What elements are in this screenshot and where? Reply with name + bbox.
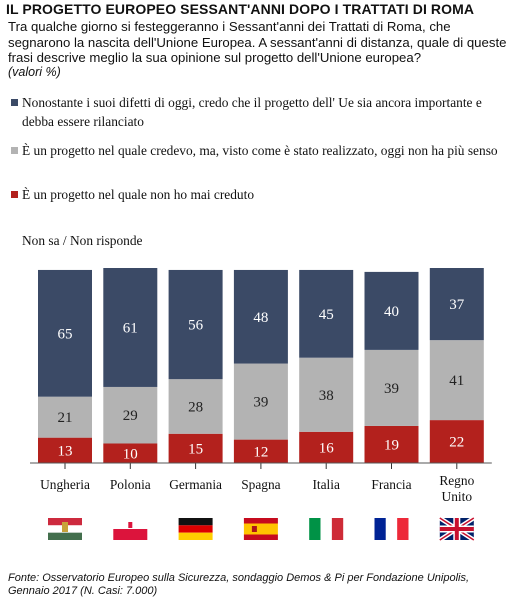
spain-flag-icon (243, 518, 278, 540)
legend-item-mai-creduto: È un progetto nel quale non ho mai credu… (11, 185, 512, 204)
bar-label-rilanciato-regno-unito: 37 (449, 297, 465, 313)
bar-label-rilanciato-spagna: 48 (253, 310, 268, 326)
bar-rilanciato-italia (299, 269, 354, 358)
unit-note: (valori %) (8, 65, 61, 79)
bar-label-mai_creduto-polonia: 10 (123, 446, 138, 462)
category-label-spagna: Spagna (241, 477, 280, 492)
bar-rilanciato-germania (168, 269, 223, 380)
bar-label-rilanciato-francia: 40 (384, 304, 399, 320)
bar-label-non_ha_senso-polonia: 29 (123, 408, 138, 424)
category-label-germania: Germania (169, 477, 222, 492)
bar-non_ha_senso-italia (299, 357, 354, 432)
bar-mai_creduto-germania (168, 433, 223, 463)
bar-mai_creduto-spagna (233, 439, 288, 463)
bar-non_ha_senso-ungheria (38, 396, 92, 438)
bar-non_ha_senso-francia (364, 349, 419, 426)
category-label-ungheria: Ungheria (40, 477, 90, 492)
legend-swatch-mai-creduto (11, 191, 18, 198)
chart-title: IL PROGETTO EUROPEO SESSANT'ANNI DOPO I … (6, 1, 475, 17)
bar-label-mai_creduto-regno-unito: 22 (449, 435, 464, 451)
bar-label-mai_creduto-francia: 19 (384, 437, 399, 453)
italy-flag-icon (309, 518, 344, 540)
legend-label-mai-creduto: È un progetto nel quale non ho mai credu… (22, 187, 255, 202)
hungary-flag-icon (48, 518, 82, 540)
legend-swatch-rilanciato (11, 99, 18, 106)
poland-flag-icon (113, 518, 148, 540)
bar-label-non_ha_senso-regno-unito: 41 (449, 373, 464, 389)
bar-label-mai_creduto-italia: 16 (319, 440, 335, 456)
bar-label-non_ha_senso-italia: 38 (319, 388, 334, 404)
category-label-regno-unito-0: Regno (439, 473, 474, 488)
bar-rilanciato-polonia (103, 268, 158, 387)
category-label-polonia: Polonia (110, 477, 151, 492)
bar-rilanciato-regno-unito (429, 268, 484, 341)
bar-label-mai_creduto-germania: 15 (188, 441, 203, 457)
legend-item-rilanciato: Nonostante i suoi difetti di oggi, credo… (11, 93, 512, 131)
bar-non_ha_senso-spagna (233, 363, 288, 440)
bar-label-rilanciato-polonia: 61 (123, 320, 138, 336)
bar-label-non_ha_senso-ungheria: 21 (58, 410, 73, 426)
bar-non_ha_senso-germania (168, 379, 223, 434)
bar-non_ha_senso-regno-unito (429, 340, 484, 421)
france-flag-icon (374, 518, 409, 540)
germany-flag-icon (178, 518, 213, 540)
legend-swatch-non-ha-senso (11, 147, 18, 154)
bar-mai_creduto-polonia (103, 443, 158, 463)
bar-rilanciato-francia (364, 271, 419, 350)
survey-question: Tra qualche giorno si festeggeranno i Se… (8, 19, 507, 65)
bar-mai_creduto-francia (364, 425, 419, 463)
bar-label-mai_creduto-spagna: 12 (253, 444, 268, 460)
bar-label-rilanciato-germania: 56 (188, 318, 204, 334)
legend-label-rilanciato: Nonostante i suoi difetti di oggi, credo… (22, 95, 482, 129)
legend-item-non-ha-senso: È un progetto nel quale credevo, ma, vis… (11, 141, 512, 160)
bar-mai_creduto-italia (299, 431, 354, 463)
bar-mai_creduto-ungheria (38, 437, 92, 463)
bar-non_ha_senso-polonia (103, 386, 158, 444)
bar-label-non_ha_senso-francia: 39 (384, 381, 399, 397)
bar-rilanciato-ungheria (38, 269, 92, 397)
bar-mai_creduto-regno-unito (429, 420, 484, 463)
bar-label-non_ha_senso-spagna: 39 (253, 395, 268, 411)
bar-label-mai_creduto-ungheria: 13 (58, 443, 73, 459)
source-note: Fonte: Osservatorio Europeo sulla Sicure… (8, 572, 470, 597)
uk-flag-icon (438, 516, 476, 542)
category-label-regno-unito-1: Unito (442, 489, 473, 504)
legend-item-non-sa: Non sa / Non risponde (11, 231, 512, 250)
legend-label-non-sa: Non sa / Non risponde (22, 233, 143, 248)
bar-label-rilanciato-ungheria: 65 (58, 326, 73, 342)
legend-label-non-ha-senso: È un progetto nel quale credevo, ma, vis… (22, 143, 498, 158)
category-label-francia: Francia (371, 477, 411, 492)
bar-label-non_ha_senso-germania: 28 (188, 399, 203, 415)
category-label-italia: Italia (312, 477, 340, 492)
bar-rilanciato-spagna (233, 269, 288, 364)
bar-label-rilanciato-italia: 45 (319, 307, 334, 323)
legend-swatch-non-sa (11, 237, 18, 244)
